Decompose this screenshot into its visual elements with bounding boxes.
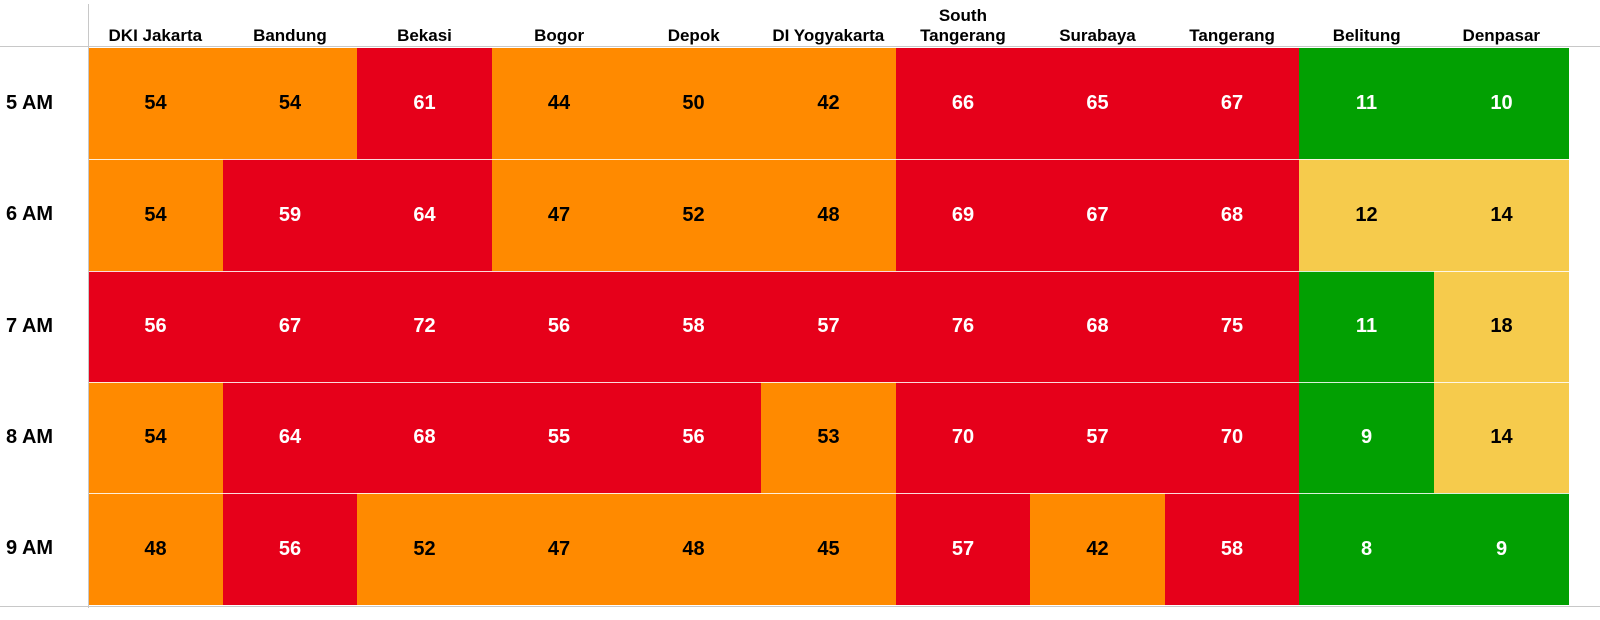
heatmap-cell: 68 [357, 382, 492, 493]
heatmap-cell: 48 [626, 493, 761, 605]
heatmap-cell: 11 [1299, 271, 1434, 382]
row-label: 7 AM [6, 314, 54, 337]
heatmap-cell: 65 [1030, 48, 1165, 159]
heatmap-cell: 18 [1434, 271, 1569, 382]
heatmap-cell: 50 [626, 48, 761, 159]
heatmap-cell: 57 [1030, 382, 1165, 493]
row-label: 9 AM [6, 537, 54, 560]
heatmap-cell: 12 [1299, 159, 1434, 271]
heatmap-cell: 70 [1165, 382, 1299, 493]
heatmap-cell: 52 [626, 159, 761, 271]
heatmap-cell: 48 [88, 493, 223, 605]
heatmap-cell: 61 [357, 48, 492, 159]
heatmap-cell: 57 [896, 493, 1030, 605]
heatmap-cell: 66 [896, 48, 1030, 159]
heatmap-cell: 58 [1165, 493, 1299, 605]
heatmap-cell: 68 [1030, 271, 1165, 382]
row-separator [88, 159, 1569, 160]
heatmap-cell: 11 [1299, 48, 1434, 159]
heatmap-cell: 64 [223, 382, 357, 493]
heatmap-cell: 54 [88, 159, 223, 271]
column-label: DI Yogyakarta [772, 26, 885, 45]
heatmap-cell: 42 [761, 48, 896, 159]
heatmap-cell: 68 [1165, 159, 1299, 271]
heatmap-cell: 9 [1434, 493, 1569, 605]
heatmap-cell: 47 [492, 493, 626, 605]
heatmap-cell: 67 [223, 271, 357, 382]
heatmap-cell: 10 [1434, 48, 1569, 159]
heatmap-cell: 67 [1030, 159, 1165, 271]
heatmap-cell: 44 [492, 48, 626, 159]
heatmap-cell: 47 [492, 159, 626, 271]
header-rule [0, 46, 1600, 47]
row-label: 8 AM [6, 426, 54, 449]
column-label: Denpasar [1462, 26, 1541, 45]
grid-left-rule [88, 4, 89, 608]
heatmap-cell: 56 [626, 382, 761, 493]
column-label: Belitung [1332, 26, 1401, 45]
heatmap-cell: 56 [88, 271, 223, 382]
heatmap-cell: 48 [761, 159, 896, 271]
heatmap-cell: 54 [88, 382, 223, 493]
heatmap-cell: 72 [357, 271, 492, 382]
heatmap-cell: 45 [761, 493, 896, 605]
heatmap-cell: 76 [896, 271, 1030, 382]
column-label: Depok [667, 26, 720, 45]
heatmap-cell: 58 [626, 271, 761, 382]
column-label: South Tangerang [920, 6, 1006, 45]
heatmap-cell: 54 [223, 48, 357, 159]
heatmap-cell: 42 [1030, 493, 1165, 605]
heatmap-cell: 67 [1165, 48, 1299, 159]
column-label: Bekasi [397, 26, 452, 45]
heatmap-cell: 70 [896, 382, 1030, 493]
heatmap-cell: 55 [492, 382, 626, 493]
column-label: Bandung [253, 26, 327, 45]
heatmap-cell: 9 [1299, 382, 1434, 493]
heatmap-cell: 56 [223, 493, 357, 605]
heatmap-cell: 53 [761, 382, 896, 493]
heatmap-cell: 69 [896, 159, 1030, 271]
row-label: 5 AM [6, 92, 54, 115]
heatmap-cell: 14 [1434, 382, 1569, 493]
row-separator [88, 271, 1569, 272]
heatmap-cell: 54 [88, 48, 223, 159]
heatmap-cell: 64 [357, 159, 492, 271]
heatmap-cell: 75 [1165, 271, 1299, 382]
row-label: 6 AM [6, 203, 54, 226]
column-label: Tangerang [1189, 26, 1275, 45]
heatmap-cell: 59 [223, 159, 357, 271]
heatmap-cell: 8 [1299, 493, 1434, 605]
row-separator [88, 493, 1569, 494]
column-label: DKI Jakarta [108, 26, 203, 45]
heatmap-cell: 52 [357, 493, 492, 605]
heatmap-cell: 56 [492, 271, 626, 382]
heatmap-cell: 14 [1434, 159, 1569, 271]
heatmap-cell: 57 [761, 271, 896, 382]
row-separator [88, 382, 1569, 383]
bottom-rule [0, 606, 1600, 607]
column-label: Bogor [534, 26, 585, 45]
column-label: Surabaya [1059, 26, 1136, 45]
